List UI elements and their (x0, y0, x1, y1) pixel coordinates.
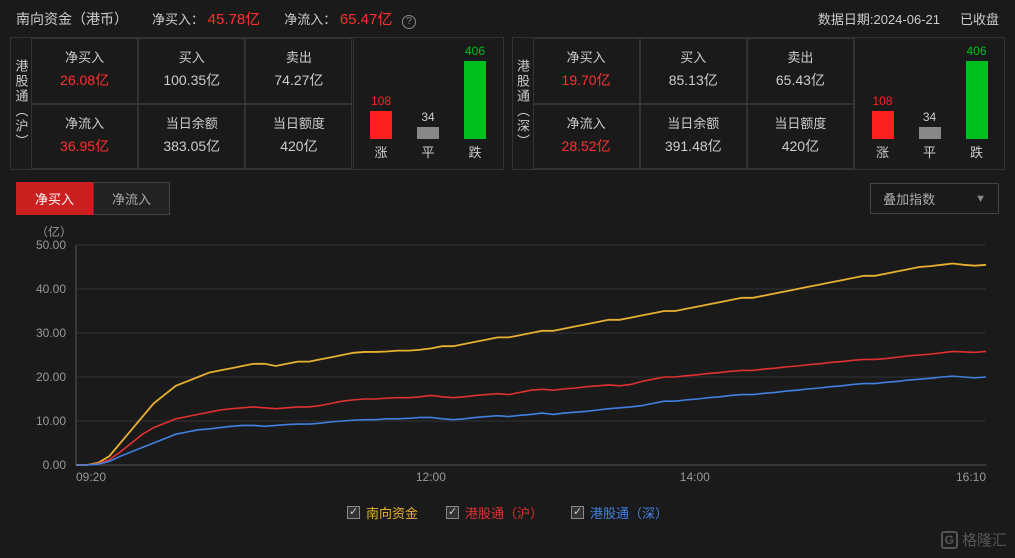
svg-text:09:20: 09:20 (76, 470, 106, 484)
legend-item[interactable]: 南向资金 (347, 503, 418, 522)
y-axis-unit: （亿） (36, 223, 72, 240)
net-inflow-value: 65.47亿 (340, 11, 393, 28)
stat-cell: 卖出65.43亿 (747, 38, 854, 104)
stat-cell: 净流入36.95亿 (31, 104, 138, 170)
chart-legend: 南向资金 港股通（沪） 港股通（深） (0, 495, 1015, 530)
stat-cell: 当日额度420亿 (747, 104, 854, 170)
net-buy-group: 净买入： 45.78亿 (152, 8, 260, 29)
legend-item[interactable]: 港股通（深） (571, 503, 668, 522)
panel-side-label: 港股通（沪） (11, 38, 31, 169)
svg-text:14:00: 14:00 (680, 470, 710, 484)
svg-text:40.00: 40.00 (36, 282, 66, 296)
stat-panel: 港股通（深）净买入19.70亿买入85.13亿卖出65.43亿净流入28.52亿… (512, 37, 1006, 170)
help-icon[interactable]: ? (402, 15, 416, 29)
svg-text:16:10: 16:10 (956, 470, 986, 484)
stat-cell: 当日额度420亿 (245, 104, 352, 170)
checkbox-icon[interactable] (571, 506, 584, 519)
stat-cell: 净买入19.70亿 (533, 38, 640, 104)
chart-area: （亿） 0.00 10.00 20.00 30.00 40.00 50.00 09:20 12… (16, 225, 999, 495)
stat-cell: 买入100.35亿 (138, 38, 245, 104)
checkbox-icon[interactable] (347, 506, 360, 519)
checkbox-icon[interactable] (446, 506, 459, 519)
watermark: G格隆汇 (941, 529, 1007, 550)
stat-cell: 当日余额383.05亿 (138, 104, 245, 170)
svg-text:10.00: 10.00 (36, 414, 66, 428)
legend-item[interactable]: 港股通（沪） (446, 503, 543, 522)
tabs-row: 净买入 净流入 叠加指数 ▼ (0, 170, 1015, 221)
net-inflow-group: 净流入： 65.47亿 ? (284, 8, 416, 29)
chevron-down-icon: ▼ (975, 193, 986, 205)
page-title: 南向资金（港币） (16, 9, 128, 29)
stat-panels: 港股通（沪）净买入26.08亿买入100.35亿卖出74.27亿净流入36.95… (0, 37, 1015, 170)
stat-cell: 卖出74.27亿 (245, 38, 352, 104)
header: 南向资金（港币） 净买入： 45.78亿 净流入： 65.47亿 ? 数据日期:… (0, 0, 1015, 37)
stat-cell: 净流入28.52亿 (533, 104, 640, 170)
up-flat-down-bars: 108涨34平406跌 (854, 38, 1004, 169)
up-flat-down-bars: 108涨34平406跌 (353, 38, 503, 169)
tab-net-inflow[interactable]: 净流入 (93, 182, 170, 215)
svg-text:12:00: 12:00 (416, 470, 446, 484)
stat-panel: 港股通（沪）净买入26.08亿买入100.35亿卖出74.27亿净流入36.95… (10, 37, 504, 170)
svg-text:30.00: 30.00 (36, 326, 66, 340)
svg-text:50.00: 50.00 (36, 238, 66, 252)
stat-cell: 净买入26.08亿 (31, 38, 138, 104)
market-status: 已收盘 (960, 9, 999, 28)
panel-side-label: 港股通（深） (513, 38, 533, 169)
overlay-index-dropdown[interactable]: 叠加指数 ▼ (870, 183, 999, 214)
tab-net-buy[interactable]: 净买入 (16, 182, 93, 215)
stat-cell: 当日余额391.48亿 (640, 104, 747, 170)
net-buy-value: 45.78亿 (208, 11, 261, 28)
date-label: 数据日期:2024-06-21 (818, 9, 940, 28)
svg-text:20.00: 20.00 (36, 370, 66, 384)
svg-text:0.00: 0.00 (43, 458, 67, 472)
stat-cell: 买入85.13亿 (640, 38, 747, 104)
line-chart: 0.00 10.00 20.00 30.00 40.00 50.00 09:20 12:00 1… (16, 225, 996, 495)
